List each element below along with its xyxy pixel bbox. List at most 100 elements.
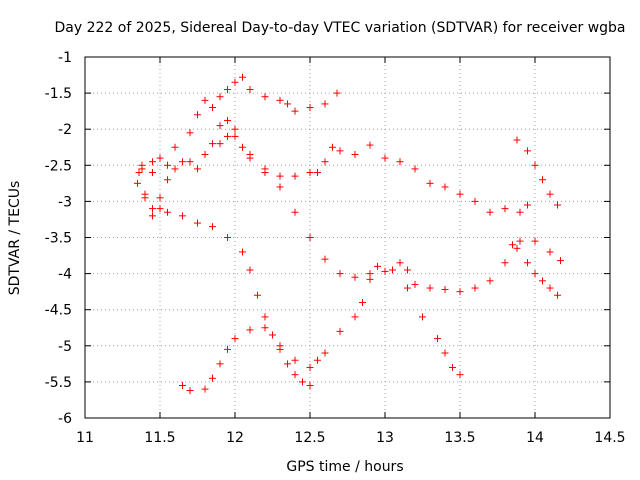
data-point	[546, 284, 554, 292]
data-point	[135, 169, 143, 177]
y-tick-label: -1.5	[45, 86, 72, 102]
x-tick-label: 11.5	[144, 430, 175, 446]
data-point	[321, 158, 329, 166]
y-axis-label: SDTVAR / TECUs	[7, 181, 23, 296]
data-point	[201, 150, 209, 158]
data-point	[239, 248, 246, 256]
data-point	[329, 143, 336, 151]
data-point	[554, 201, 561, 209]
data-point	[531, 270, 539, 278]
data-point	[389, 266, 396, 274]
data-point	[531, 161, 539, 169]
x-tick-label: 14.5	[594, 430, 625, 446]
y-tick-label: -5.5	[45, 375, 72, 391]
data-point	[471, 284, 479, 292]
data-point	[239, 143, 246, 151]
data-point	[441, 183, 449, 191]
data-point	[209, 374, 216, 382]
data-point	[276, 96, 284, 104]
data-point	[201, 385, 209, 393]
chart-title: Day 222 of 2025, Sidereal Day-to-day VTE…	[54, 20, 625, 36]
y-tick-label: -1	[58, 50, 72, 66]
x-tick-label: 11	[76, 430, 94, 446]
data-point	[291, 107, 299, 115]
data-point	[321, 255, 329, 263]
data-point	[336, 270, 344, 278]
data-point	[231, 125, 239, 133]
data-point	[426, 284, 434, 292]
data-point	[246, 326, 254, 334]
data-point	[524, 259, 531, 267]
series-track-f	[513, 136, 561, 299]
y-tick-label: -5	[58, 339, 72, 355]
data-point	[374, 262, 381, 270]
data-point	[366, 141, 374, 149]
data-point	[404, 266, 411, 274]
data-point	[224, 132, 231, 140]
data-point	[291, 356, 299, 364]
data-point	[314, 356, 321, 364]
data-point	[426, 179, 434, 187]
data-point	[261, 324, 269, 332]
data-point	[254, 291, 261, 299]
data-point	[539, 176, 546, 184]
data-point	[366, 270, 374, 278]
data-point	[396, 158, 404, 166]
data-point	[156, 154, 164, 162]
data-point	[141, 190, 149, 198]
data-point	[209, 223, 216, 231]
data-point	[149, 169, 156, 177]
y-tick-label: -4.5	[45, 303, 72, 319]
data-point	[291, 172, 299, 180]
data-point	[411, 165, 419, 173]
data-point	[419, 313, 426, 321]
data-point	[156, 205, 164, 213]
data-point	[441, 285, 449, 293]
data-point	[224, 117, 231, 125]
data-point	[449, 363, 456, 371]
data-point	[201, 96, 209, 104]
x-tick-label: 14	[526, 430, 544, 446]
data-point	[194, 219, 201, 227]
y-tick-label: -4	[58, 267, 72, 283]
data-point	[186, 387, 194, 395]
data-point	[509, 241, 516, 249]
data-point	[186, 129, 194, 137]
series-track-b	[134, 132, 564, 296]
data-point	[516, 208, 524, 216]
data-point	[261, 313, 269, 321]
y-tick-label: -6	[58, 411, 72, 427]
data-point	[194, 165, 201, 173]
marks-layer	[134, 73, 564, 395]
data-point	[164, 176, 171, 184]
data-point	[179, 212, 186, 220]
data-point	[246, 150, 254, 158]
y-tick-label: -3.5	[45, 231, 72, 247]
data-point	[351, 150, 359, 158]
data-point	[231, 335, 239, 343]
data-point	[306, 104, 314, 112]
data-point	[351, 273, 359, 281]
data-point	[231, 132, 239, 140]
data-point	[513, 136, 521, 144]
data-point	[149, 158, 156, 166]
data-point	[261, 93, 269, 101]
data-point	[546, 248, 554, 256]
data-point	[336, 327, 344, 335]
data-point	[306, 169, 314, 177]
data-point	[314, 169, 321, 177]
data-point	[411, 280, 419, 288]
data-point	[516, 237, 524, 245]
x-tick-label: 12.5	[294, 430, 325, 446]
data-point	[224, 345, 231, 353]
y-tick-label: -3	[58, 194, 72, 210]
data-point	[321, 100, 329, 108]
data-point	[224, 234, 231, 241]
data-point	[216, 122, 224, 130]
data-point	[164, 208, 171, 216]
data-point	[486, 208, 494, 216]
data-point	[291, 208, 299, 216]
data-point	[333, 89, 341, 97]
data-point	[231, 78, 239, 86]
data-point	[194, 111, 201, 119]
